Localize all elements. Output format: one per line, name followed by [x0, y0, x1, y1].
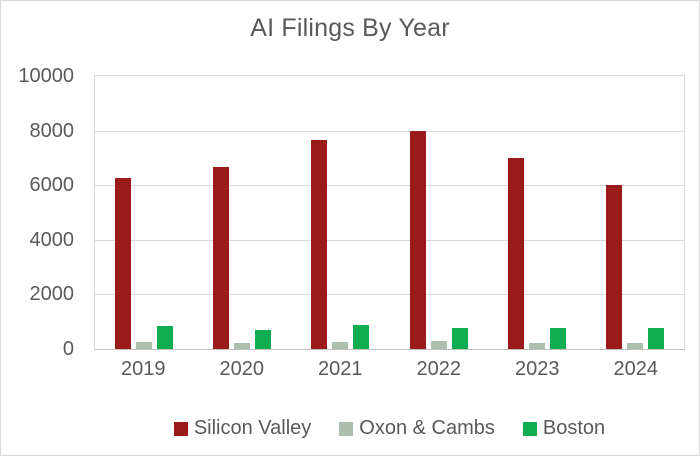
bar-silicon-valley-2023	[507, 158, 524, 349]
bar-group-2024	[586, 76, 684, 349]
bar-boston-2020	[255, 330, 272, 349]
bar-silicon-valley-2021	[311, 140, 328, 349]
gridline	[95, 185, 684, 187]
bar-oxon-cambs-2020	[234, 343, 251, 349]
x-tick-label: 2021	[318, 358, 363, 380]
bar-boston-2019	[157, 326, 174, 349]
legend-swatch-silicon-valley	[173, 421, 188, 436]
bar-silicon-valley-2019	[115, 178, 132, 349]
plot-area	[94, 75, 685, 350]
x-tick-label: 2020	[219, 358, 265, 380]
bar-silicon-valley-2020	[213, 167, 230, 349]
legend-item-oxon-cambs: Oxon & Cambs	[339, 417, 495, 440]
y-tick-label: 10000	[18, 65, 74, 87]
x-tick-label: 2024	[613, 358, 659, 380]
y-tick-label: 6000	[29, 174, 75, 197]
bar-group-2020	[193, 76, 291, 349]
bar-group-2022	[390, 76, 488, 349]
x-axis: 2019 2020 2021 2022 2023 2024	[94, 358, 685, 381]
y-tick-label: 0	[62, 338, 74, 360]
bar-oxon-cambs-2023	[528, 343, 545, 349]
legend-label: Boston	[542, 417, 606, 439]
bar-silicon-valley-2022	[409, 131, 426, 349]
chart-title: AI Filings By Year	[250, 14, 450, 42]
gridline	[95, 130, 684, 132]
bar-oxon-cambs-2022	[430, 341, 447, 349]
legend-label: Silicon Valley	[193, 417, 312, 439]
bar-group-2019	[95, 76, 193, 349]
legend-item-boston: Boston	[522, 417, 606, 440]
x-tick-label: 2022	[416, 358, 462, 380]
legend-item-silicon-valley: Silicon Valley	[173, 417, 312, 440]
legend: Silicon Valley Oxon & Cambs Boston	[94, 417, 685, 440]
bar-silicon-valley-2024	[605, 185, 622, 349]
x-tick-label: 2019	[121, 358, 166, 380]
bar-group-2021	[291, 76, 389, 349]
bar-boston-2022	[451, 328, 468, 349]
legend-swatch-oxon-cambs	[339, 421, 354, 436]
bar-boston-2021	[353, 325, 370, 349]
bar-boston-2024	[647, 328, 664, 349]
bar-group-2023	[488, 76, 586, 349]
bar-oxon-cambs-2019	[136, 342, 153, 349]
bar-boston-2023	[549, 328, 566, 349]
y-axis: 0 2000 4000 6000 8000 10000	[1, 66, 75, 359]
bar-oxon-cambs-2021	[332, 342, 349, 349]
y-tick-label: 2000	[29, 283, 75, 306]
bar-oxon-cambs-2024	[626, 343, 643, 349]
gridline	[95, 239, 684, 241]
gridline	[95, 294, 684, 296]
legend-swatch-boston	[522, 421, 537, 436]
y-tick-label: 8000	[29, 119, 75, 142]
y-tick-label: 4000	[29, 228, 75, 251]
legend-label: Oxon & Cambs	[359, 417, 495, 439]
x-tick-label: 2023	[515, 358, 560, 380]
